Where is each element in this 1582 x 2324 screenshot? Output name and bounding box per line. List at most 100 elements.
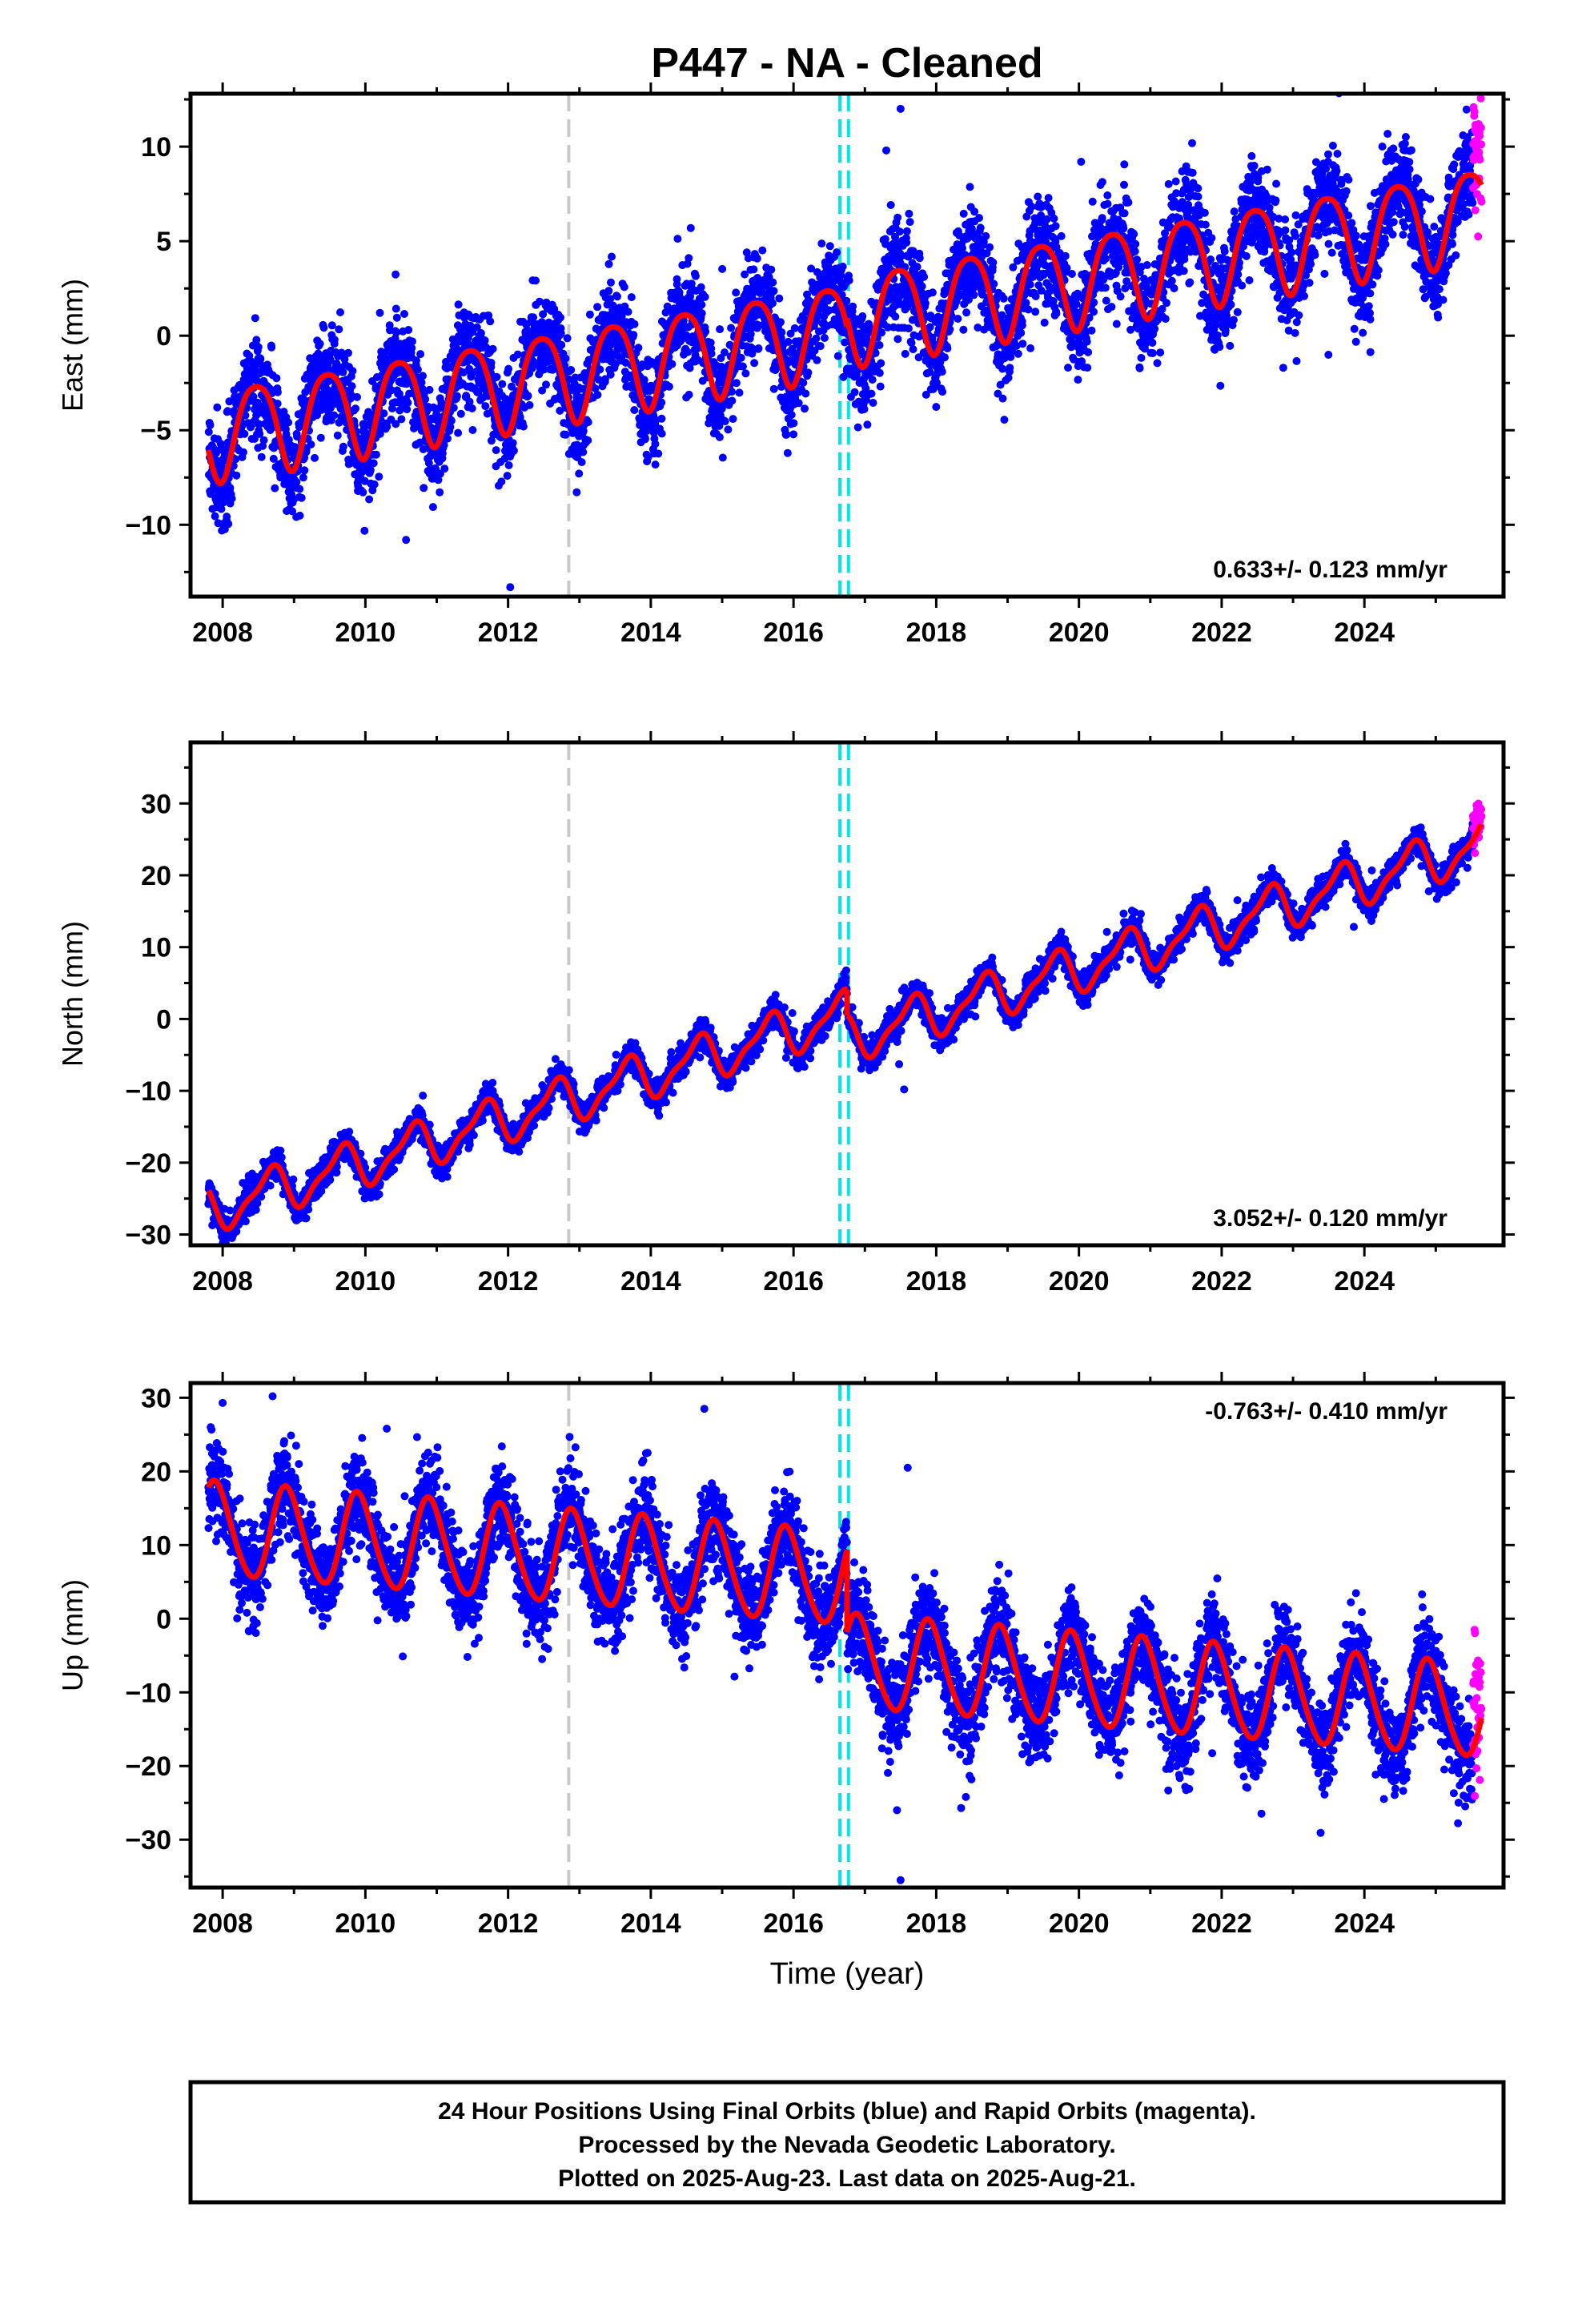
final-orbit-point (1120, 160, 1129, 169)
final-orbit-point (454, 428, 463, 437)
final-orbit-point (339, 368, 347, 376)
final-orbit-point (563, 334, 572, 343)
final-orbit-point (790, 324, 799, 332)
final-orbit-point (1124, 198, 1133, 207)
final-orbit-point (1098, 214, 1106, 223)
final-orbit-point (1200, 208, 1209, 217)
final-orbit-point (525, 400, 534, 409)
final-orbit-point (337, 348, 346, 357)
final-orbit-point (326, 356, 335, 365)
final-orbit-point (524, 392, 532, 400)
final-orbit-point (509, 446, 518, 455)
final-orbit-point (1215, 343, 1224, 352)
final-orbit-point (1031, 292, 1040, 300)
final-orbit-point (938, 368, 946, 376)
final-orbit-point (1098, 178, 1106, 187)
final-orbit-point (651, 440, 660, 448)
final-orbit-point (959, 325, 968, 334)
final-orbit-point (741, 369, 750, 378)
final-orbit-point (404, 398, 412, 407)
final-orbit-point (686, 223, 695, 232)
final-orbit-point (1207, 234, 1216, 243)
final-orbit-point (231, 455, 240, 464)
final-orbit-point (624, 308, 632, 316)
final-orbit-point (1090, 298, 1098, 307)
final-orbit-point (860, 405, 869, 413)
final-orbit-point (769, 384, 778, 393)
final-orbit-point (232, 471, 241, 480)
final-orbit-point (1242, 251, 1251, 260)
final-orbit-point (504, 461, 513, 469)
final-orbit-point (420, 484, 428, 493)
final-orbit-point (284, 418, 293, 427)
final-orbit-point (1112, 320, 1121, 328)
final-orbit-point (440, 440, 448, 449)
final-orbit-point (893, 213, 902, 222)
final-orbit-point (360, 526, 369, 535)
final-orbit-point (1050, 214, 1058, 223)
final-orbit-point (1130, 247, 1139, 255)
final-orbit-point (436, 488, 444, 497)
final-orbit-point (1131, 239, 1140, 248)
final-orbit-point (812, 334, 821, 343)
final-orbit-point (577, 458, 586, 467)
final-orbit-point (867, 389, 876, 398)
final-orbit-point (735, 388, 744, 397)
final-orbit-point (630, 320, 639, 328)
final-orbit-point (584, 436, 592, 444)
final-orbit-point (1067, 270, 1076, 278)
final-orbit-point (905, 209, 913, 218)
final-orbit-point (1150, 324, 1159, 333)
final-orbit-point (497, 477, 506, 486)
final-orbit-point (697, 300, 706, 309)
final-orbit-point (408, 344, 416, 352)
final-orbit-point (784, 337, 793, 346)
final-orbit-point (395, 389, 404, 398)
final-orbit-point (1167, 276, 1176, 285)
final-orbit-point (1194, 192, 1203, 201)
final-orbit-point (213, 403, 222, 412)
final-orbit-point (998, 394, 1007, 403)
final-orbit-point (1148, 339, 1157, 347)
final-orbit-point (1247, 151, 1256, 160)
final-orbit-point (921, 299, 930, 308)
final-orbit-point (1084, 348, 1093, 356)
final-orbit-point (876, 382, 885, 391)
final-orbit-point (456, 409, 465, 418)
final-orbit-point (486, 317, 495, 326)
final-orbit-point (928, 288, 937, 297)
final-orbit-point (775, 294, 784, 303)
final-orbit-point (863, 420, 872, 429)
final-orbit-point (990, 279, 998, 288)
final-orbit-point (1148, 349, 1157, 357)
final-orbit-point (313, 411, 321, 420)
final-orbit-point (333, 431, 342, 440)
final-orbit-point (629, 331, 638, 340)
final-orbit-point (504, 364, 513, 373)
final-orbit-point (1188, 168, 1197, 177)
final-orbit-point (593, 391, 602, 399)
final-orbit-point (307, 440, 315, 448)
final-orbit-point (366, 465, 375, 474)
final-orbit-point (877, 328, 886, 337)
final-orbit-point (718, 453, 727, 462)
final-orbit-point (316, 433, 325, 442)
final-orbit-point (1103, 199, 1112, 208)
final-orbit-point (344, 348, 352, 357)
final-orbit-point (557, 340, 566, 349)
final-orbit-point (434, 417, 443, 426)
final-orbit-point (1135, 364, 1144, 372)
final-orbit-point (850, 388, 859, 396)
final-orbit-point (665, 382, 673, 391)
final-orbit-point (1137, 353, 1146, 362)
final-orbit-point (1245, 276, 1254, 284)
final-orbit-point (868, 376, 877, 384)
figure-title: P447 - NA - Cleaned (651, 40, 1042, 86)
final-orbit-point (299, 473, 307, 482)
final-orbit-point (858, 312, 867, 320)
final-orbit-point (416, 350, 425, 359)
final-orbit-point (895, 227, 904, 236)
final-orbit-point (691, 271, 700, 280)
final-orbit-point (769, 278, 777, 287)
